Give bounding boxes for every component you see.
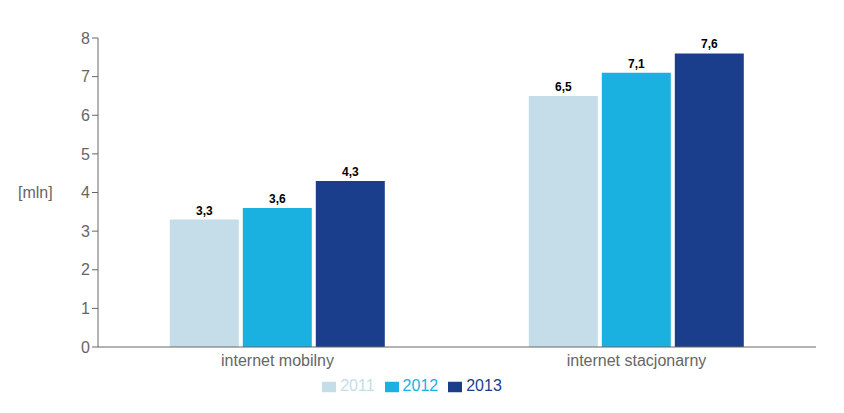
svg-text:[mln]: [mln] <box>18 184 53 201</box>
svg-text:6,5: 6,5 <box>555 80 572 94</box>
svg-text:7: 7 <box>81 68 90 85</box>
svg-text:0: 0 <box>81 339 90 356</box>
svg-text:6: 6 <box>81 107 90 124</box>
svg-text:7,6: 7,6 <box>701 37 718 51</box>
svg-text:4: 4 <box>81 184 90 201</box>
svg-text:1: 1 <box>81 300 90 317</box>
svg-text:3,6: 3,6 <box>269 192 286 206</box>
svg-text:4,3: 4,3 <box>342 165 359 179</box>
svg-text:5: 5 <box>81 146 90 163</box>
svg-text:2: 2 <box>81 261 90 278</box>
html-text:2011: 2011 <box>340 377 375 394</box>
svg-text:7,1: 7,1 <box>628 57 645 71</box>
svg-text:3,3: 3,3 <box>196 204 213 218</box>
html-text:2012: 2012 <box>402 377 439 394</box>
svg-text:8: 8 <box>81 30 90 47</box>
html-text:2013: 2013 <box>466 377 502 394</box>
svg-text:internet stacjonarny: internet stacjonarny <box>567 352 707 369</box>
svg-text:internet mobilny: internet mobilny <box>221 352 334 369</box>
svg-text:3: 3 <box>81 223 90 240</box>
